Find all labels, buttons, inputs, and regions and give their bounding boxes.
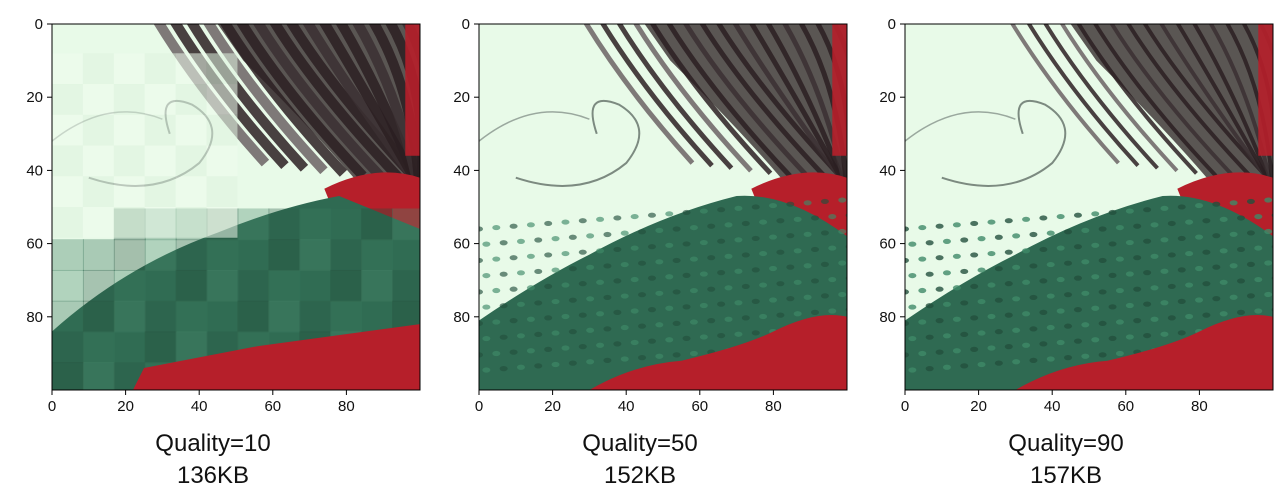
panel-caption: Quality=10 136KB (0, 428, 426, 492)
red-sweater-stripe (589, 314, 847, 390)
red-sweater-stripe (132, 324, 420, 390)
y-tick-label: 0 (888, 16, 896, 33)
image-plot: 0 20 40 60 80 0 20 40 60 80 (879, 16, 1274, 415)
photo-content (479, 24, 847, 390)
photo-content (905, 24, 1273, 390)
y-tick-label: 40 (26, 162, 43, 179)
x-tick-label: 60 (1117, 398, 1134, 415)
image-panel-quality-90: 0 20 40 60 80 0 20 40 60 80 Quality=90 157KB (853, 0, 1279, 502)
y-tick-label: 60 (26, 236, 43, 253)
x-tick-label: 0 (901, 398, 909, 415)
panel-caption: Quality=50 152KB (427, 428, 853, 492)
y-tick-label: 20 (26, 89, 43, 106)
file-size-label: 157KB (1029, 462, 1103, 489)
x-tick-label: 40 (1044, 398, 1061, 415)
red-sweater-stripe (1015, 314, 1273, 390)
plot-frame (478, 23, 848, 391)
y-tick-label: 60 (879, 236, 896, 253)
image-panel-quality-50: 0 20 40 60 80 0 20 40 60 80 Quality=50 152KB (427, 0, 853, 502)
y-tick-label: 40 (879, 162, 896, 179)
y-tick-label: 20 (453, 89, 470, 106)
image-panel-quality-10: 0 20 40 60 80 0 20 40 60 80 Quality=10 136KB (0, 0, 426, 502)
y-tick-label: 0 (35, 16, 43, 33)
x-tick-label: 80 (1191, 398, 1208, 415)
quality-label: Quality=50 (582, 430, 698, 457)
x-tick-label: 40 (618, 398, 635, 415)
image-plot: 0 20 40 60 80 0 20 40 60 80 (453, 16, 848, 415)
file-size-label: 136KB (176, 462, 250, 489)
x-tick-label: 20 (544, 398, 561, 415)
x-tick-label: 0 (48, 398, 56, 415)
y-tick-label: 0 (462, 16, 470, 33)
plot-frame (904, 23, 1274, 391)
stray-hair-curls (905, 99, 1067, 187)
y-tick-label: 20 (879, 89, 896, 106)
x-tick-label: 0 (475, 398, 483, 415)
panel-caption: Quality=90 157KB (853, 428, 1279, 492)
x-tick-label: 80 (765, 398, 782, 415)
quality-label: Quality=90 (1008, 430, 1124, 457)
x-tick-label: 80 (338, 398, 355, 415)
y-tick-label: 80 (879, 309, 896, 326)
photo-content (52, 24, 420, 390)
image-plot: 0 20 40 60 80 0 20 40 60 80 (26, 16, 421, 415)
y-tick-label: 40 (453, 162, 470, 179)
x-tick-label: 40 (191, 398, 208, 415)
y-tick-label: 80 (26, 309, 43, 326)
x-tick-label: 20 (117, 398, 134, 415)
y-tick-label: 80 (453, 309, 470, 326)
x-tick-label: 60 (264, 398, 281, 415)
file-size-label: 152KB (603, 462, 677, 489)
quality-label: Quality=10 (155, 430, 271, 457)
x-tick-label: 20 (970, 398, 987, 415)
x-tick-label: 60 (691, 398, 708, 415)
stray-hair-curls (479, 99, 641, 187)
y-tick-label: 60 (453, 236, 470, 253)
plot-frame (51, 23, 421, 391)
